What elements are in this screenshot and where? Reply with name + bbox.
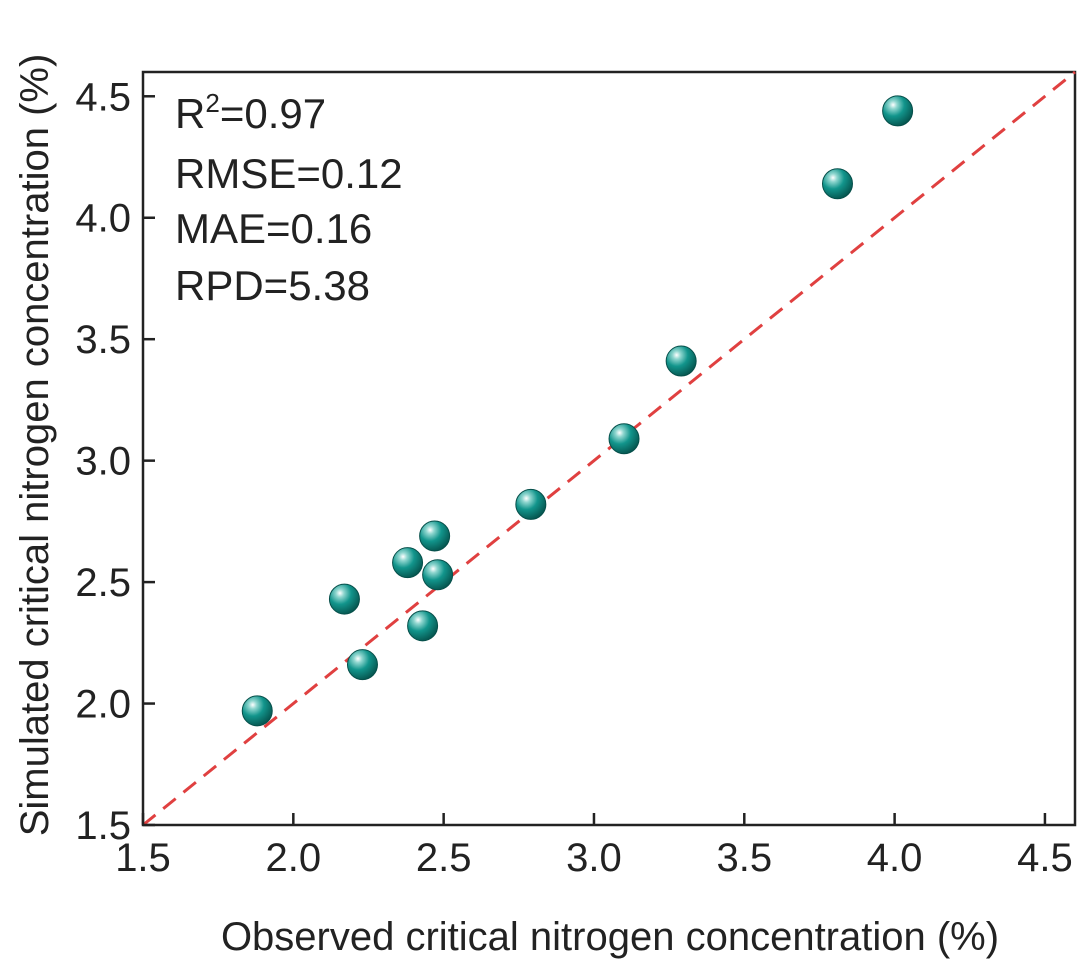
y-tick-label: 3.5 <box>75 318 131 362</box>
y-tick-label: 1.5 <box>75 804 131 848</box>
r2-stat: R2=0.97 <box>175 88 326 137</box>
data-point <box>419 520 451 552</box>
stats-annotation: R2=0.97 RMSE=0.12 MAE=0.16 RPD=5.38 <box>175 88 403 309</box>
x-tick-label: 3.0 <box>566 836 622 880</box>
x-tick-label: 1.5 <box>115 836 171 880</box>
one-to-one-reference-line <box>142 70 1076 827</box>
data-points <box>241 95 914 727</box>
x-tick-label: 4.0 <box>867 836 923 880</box>
y-tick-label: 4.5 <box>75 75 131 119</box>
mae-stat: MAE=0.16 <box>175 205 372 252</box>
y-tick-label: 2.5 <box>75 561 131 605</box>
data-point <box>882 95 914 127</box>
y-tick-label: 3.0 <box>75 440 131 484</box>
data-point <box>346 649 378 681</box>
x-axis-title: Observed critical nitrogen concentration… <box>221 915 999 959</box>
data-point <box>392 547 424 579</box>
y-tick-label: 2.0 <box>75 683 131 727</box>
y-tick-label: 4.0 <box>75 197 131 241</box>
x-tick-label: 3.5 <box>716 836 772 880</box>
rmse-stat: RMSE=0.12 <box>175 150 403 197</box>
data-point <box>608 423 640 455</box>
data-point <box>241 695 273 727</box>
data-point <box>821 168 853 200</box>
data-point <box>328 583 360 615</box>
data-point <box>665 345 697 377</box>
y-axis-title: Simulated critical nitrogen concentratio… <box>13 54 57 837</box>
data-point <box>422 559 454 591</box>
data-point <box>515 488 547 520</box>
data-point <box>407 610 439 642</box>
rpd-stat: RPD=5.38 <box>175 262 370 309</box>
x-tick-label: 2.0 <box>266 836 322 880</box>
plot-frame <box>141 70 1077 827</box>
x-tick-label: 2.5 <box>416 836 472 880</box>
y-axis-ticks: 1.5 2.0 2.5 3.0 3.5 4.0 4.5 <box>75 75 155 848</box>
x-axis-ticks: 1.5 2.0 2.5 3.0 3.5 4.0 4.5 <box>115 813 1073 880</box>
x-tick-label: 4.5 <box>1017 836 1073 880</box>
